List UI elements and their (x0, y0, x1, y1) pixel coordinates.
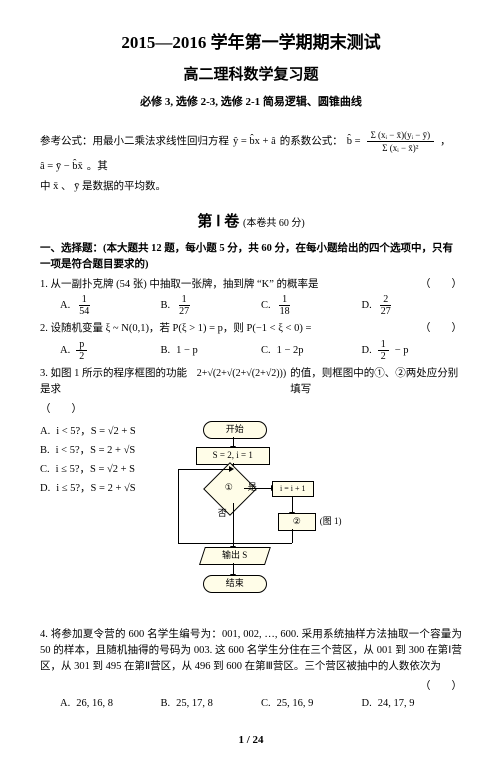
q2-opt-a[interactable]: A.p2 (60, 339, 161, 362)
q1-blank: （ ） (420, 277, 462, 293)
q2-blank: （ ） (420, 321, 462, 337)
formula-intro: 参考公式：用最小二乘法求线性回归方程 (40, 134, 229, 150)
q3-opt-d[interactable]: D.i ≤ 5?，S = 2 + √S (40, 481, 136, 497)
q2-stem: 2. 设随机变量 ξ ~ N(0,1)，若 P(ξ > 1) = p，则 P(−… (40, 321, 462, 337)
q2-opt-b[interactable]: B.1 − p (161, 339, 262, 362)
q3-opt-b[interactable]: B.i < 5?，S = 2 + √S (40, 443, 136, 459)
q1-opt-d[interactable]: D.227 (362, 294, 463, 317)
q1-opt-b[interactable]: B.127 (161, 294, 262, 317)
q2-options: A.p2 B.1 − p C.1 − 2p D.12− p (60, 339, 462, 362)
flow-out: 输出 S (199, 547, 271, 565)
fig-label: (图 1) (320, 515, 342, 529)
title-main: 2015—2016 学年第一学期期末测试 (40, 30, 462, 56)
q1-opt-c[interactable]: C.118 (261, 294, 362, 317)
title-note: 必修 3, 选修 2-3, 选修 2-1 简易逻辑、圆锥曲线 (40, 94, 462, 111)
instructions: 一、选择题：(本大题共 12 题，每小题 5 分，共 60 分，在每小题给出的四… (40, 241, 462, 273)
q4-blank: （ ） (420, 681, 462, 692)
q3-expr: 2+√(2+√(2+√(2+√2))) (197, 366, 287, 381)
flow-calc: ② (278, 513, 316, 531)
reference-formula: 参考公式：用最小二乘法求线性回归方程 ŷ = b̂x + â 的系数公式： b̂… (40, 129, 462, 175)
flow-init: S = 2, i = 1 (196, 447, 270, 465)
title-sub: 高二理科数学复习题 (40, 64, 462, 87)
q2-opt-d[interactable]: D.12− p (362, 339, 463, 362)
flow-no: 否 (218, 507, 227, 521)
q3-options: A.i < 5?，S = √2 + S B.i < 5?，S = 2 + √S … (40, 421, 136, 499)
flow-step: i = i + 1 (272, 481, 314, 497)
flowchart: 开始 S = 2, i = 1 ① 是 否 i = i + 1 ② 输出 S 结… (148, 421, 308, 621)
flow-start: 开始 (203, 421, 267, 439)
formula-line2: 中 x̄ 、 ȳ 是数据的平均数。 (40, 179, 462, 195)
q3-opt-a[interactable]: A.i < 5?，S = √2 + S (40, 424, 136, 440)
q1-options: A.154 B.127 C.118 D.227 (60, 294, 462, 317)
q4-opt-c[interactable]: C.25, 16, 9 (261, 696, 362, 712)
q4-opt-a[interactable]: A.26, 16, 8 (60, 696, 161, 712)
formula-mid: 的系数公式： (280, 134, 343, 150)
q1-opt-a[interactable]: A.154 (60, 294, 161, 317)
q3-stem: 3. 如图 1 所示的程序框图的功能是求 2+√(2+√(2+√(2+√2)))… (40, 366, 462, 398)
formula-tail: 。其 (87, 159, 108, 175)
flow-end: 结束 (203, 575, 267, 593)
q3-blank: （ ） (40, 404, 82, 415)
q4-options: A.26, 16, 8 B.25, 17, 8 C.25, 16, 9 D.24… (60, 696, 462, 712)
page-footer: 1 / 24 (40, 732, 462, 749)
q4-opt-d[interactable]: D.24, 17, 9 (362, 696, 463, 712)
q3-opt-c[interactable]: C.i ≤ 5?，S = √2 + S (40, 462, 136, 478)
q4-opt-b[interactable]: B.25, 17, 8 (161, 696, 262, 712)
formula-a: â = ȳ − b̂x̄ (40, 159, 83, 175)
formula-eq1: ŷ = b̂x + â (233, 134, 276, 150)
formula-fraction: Σ (xᵢ − x̄)(yᵢ − ȳ) Σ (xᵢ − x̄)² (367, 129, 435, 156)
q4-stem: 4. 将参加夏令营的 600 名学生编号为：001, 002, …, 600. … (40, 627, 462, 674)
q2-opt-c[interactable]: C.1 − 2p (261, 339, 362, 362)
q1-stem: 1. 从一副扑克牌 (54 张) 中抽取一张牌，抽到牌 “K” 的概率是 （ ） (40, 277, 462, 293)
section-heading: 第 Ⅰ 卷 (本卷共 60 分) (40, 211, 462, 234)
